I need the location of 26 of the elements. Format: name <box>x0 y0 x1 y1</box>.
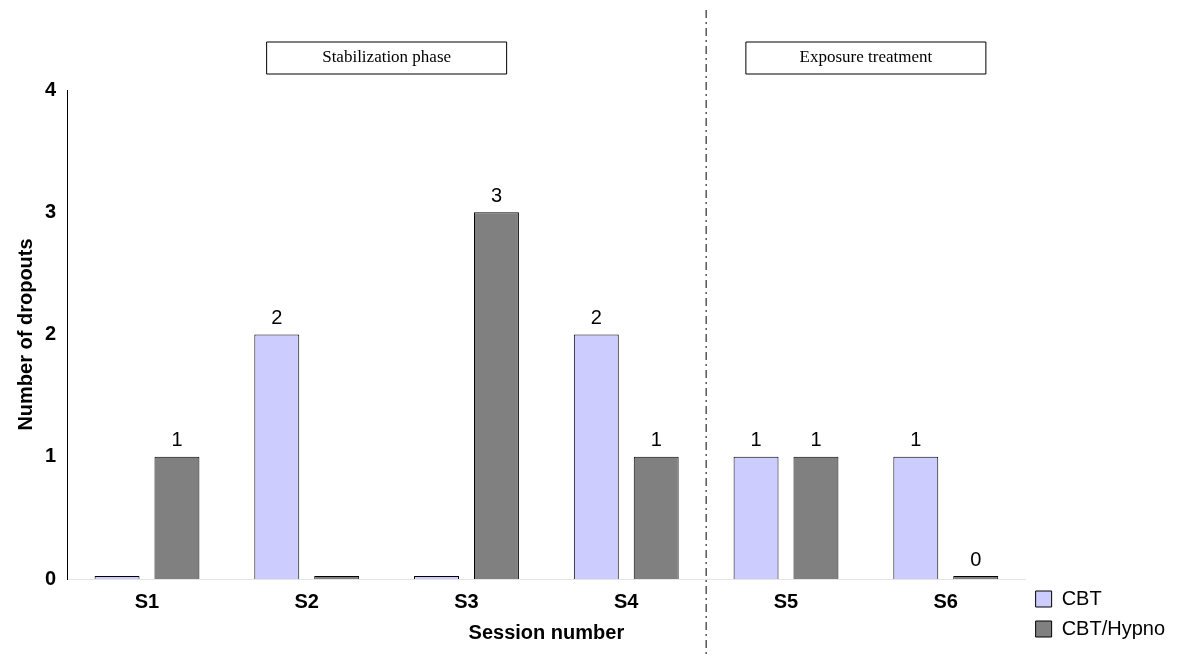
y-tick-label: 3 <box>45 199 57 222</box>
data-label: 1 <box>910 428 922 451</box>
x-axis-title: Session number <box>468 620 625 643</box>
data-label: 3 <box>490 183 503 206</box>
x-tick-label: S2 <box>294 589 319 612</box>
y-tick-label: 0 <box>45 566 57 589</box>
data-label: 0 <box>970 547 982 570</box>
data-label: 2 <box>271 306 283 329</box>
legend-label: CBT/Hypno <box>1061 616 1166 639</box>
x-tick-label: S1 <box>134 589 160 612</box>
y-tick-label: 2 <box>45 322 57 345</box>
x-tick-label: S3 <box>454 589 479 612</box>
data-label: 2 <box>590 306 602 329</box>
data-label: 1 <box>171 428 183 451</box>
legend-label: CBT <box>1061 586 1102 609</box>
y-tick-label: 1 <box>45 444 57 467</box>
text: Exposure treatment <box>799 47 933 67</box>
x-tick-label: S6 <box>933 589 958 612</box>
text: Stabilization phase <box>322 47 452 67</box>
y-axis-title: Number of dropouts <box>13 238 36 431</box>
data-label: 1 <box>750 428 762 451</box>
data-label: 1 <box>810 428 822 451</box>
y-tick-label: 4 <box>45 77 57 100</box>
data-label: 1 <box>650 428 662 451</box>
x-tick-label: S5 <box>773 589 799 612</box>
x-tick-label: S4 <box>614 589 640 612</box>
